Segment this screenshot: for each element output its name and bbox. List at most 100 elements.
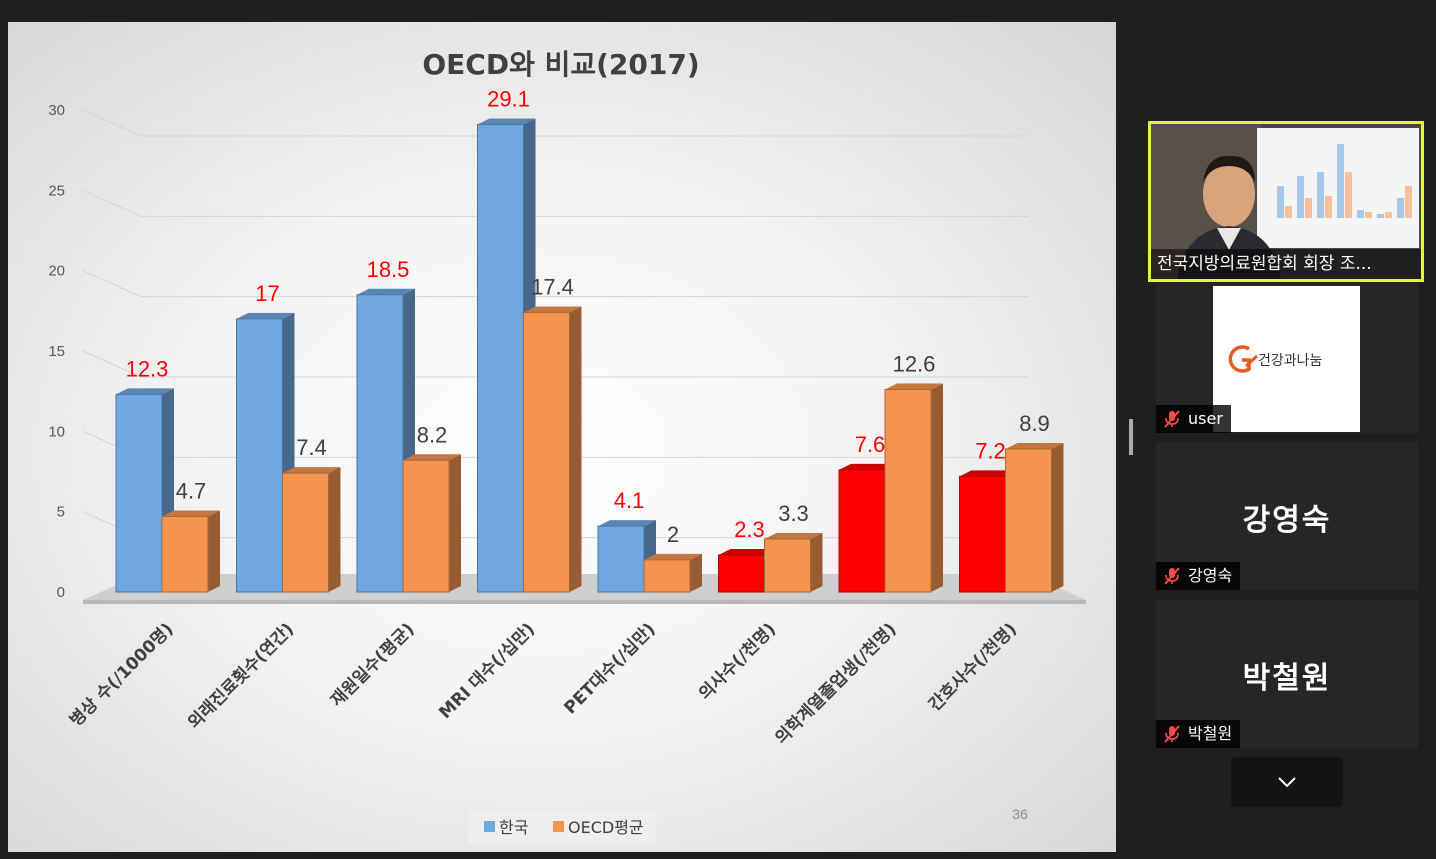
bar-oecd-top <box>403 454 461 461</box>
bar-oecd-side <box>569 306 582 592</box>
bar-korea <box>597 525 645 593</box>
bar-oecd <box>643 559 691 593</box>
gridline-diagonal <box>82 109 142 137</box>
data-label-korea: 7.2 <box>975 438 1006 463</box>
chart-floor-edge <box>83 600 1086 604</box>
bar-korea-top <box>236 312 295 319</box>
chart-legend: 한국 OECD평균 <box>468 811 656 843</box>
video-tile-park[interactable]: 박철원 박철원 <box>1156 600 1418 748</box>
bar-korea-top <box>839 463 897 470</box>
legend-label-korea: 한국 <box>499 818 528 837</box>
data-label-oecd: 17.4 <box>531 274 574 299</box>
data-label-korea: 12.3 <box>126 356 169 381</box>
bar-korea <box>959 475 1006 593</box>
data-label-korea: 29.1 <box>487 86 530 111</box>
y-tick-label: 25 <box>48 182 65 199</box>
data-label-korea: 7.6 <box>855 432 886 457</box>
participant-name: 강영숙 <box>1188 566 1233 585</box>
legend-swatch-oecd <box>553 821 564 832</box>
bar-oecd <box>161 515 209 593</box>
y-tick-label: 20 <box>48 263 65 280</box>
bar-korea <box>236 318 283 593</box>
data-label-korea: 4.1 <box>614 488 645 513</box>
bar-oecd-side <box>931 383 943 592</box>
data-label-oecd: 4.7 <box>176 478 207 503</box>
gridline-diagonal <box>82 189 142 217</box>
participant-display-name: 강영숙 <box>1242 503 1332 538</box>
participant-name: user <box>1188 409 1223 428</box>
bar-oecd-top <box>162 510 220 517</box>
speaker-name-label: 전국지방의료원합회 회장 조... <box>1151 249 1421 279</box>
bar-oecd <box>523 311 570 593</box>
category-label: 재원일수(평균) <box>327 619 418 710</box>
participant-display-name: 박철원 <box>1242 661 1332 696</box>
bar-oecd <box>282 472 329 593</box>
gridline-diagonal <box>82 350 142 378</box>
bar-oecd-side <box>690 553 702 592</box>
shared-screen-slide: OECD와 비교(2017) 0 5 10 15 20 25 30 12.3 4.7 병상 수(/… <box>8 22 1116 852</box>
bar-oecd-top <box>764 532 823 539</box>
panel-resize-handle[interactable] <box>1129 419 1133 455</box>
data-label-korea: 17 <box>255 281 279 306</box>
legend-label-oecd: OECD평균 <box>568 818 644 837</box>
bar-oecd-side <box>810 532 823 592</box>
bar-korea-top <box>357 288 415 295</box>
bar-korea-top <box>959 470 1018 477</box>
bar-korea <box>115 393 163 593</box>
bar-oecd <box>402 459 450 593</box>
bar-oecd-top <box>282 467 341 474</box>
mic-muted-icon <box>1164 725 1180 743</box>
category-label: 의사수(/천명) <box>695 619 780 704</box>
y-tick-label: 15 <box>48 343 65 360</box>
chart-title: OECD와 비교(2017) <box>422 48 699 81</box>
bar-oecd-side <box>328 467 341 592</box>
category-label: PET대수(/십만) <box>561 619 660 718</box>
bar-oecd-side <box>1051 443 1064 592</box>
bar-korea <box>838 469 886 593</box>
y-tick-label: 30 <box>48 102 65 119</box>
y-tick-label: 5 <box>57 504 65 521</box>
slide-page-number: 36 <box>1012 806 1028 822</box>
participant-name: 박철원 <box>1188 724 1233 743</box>
user-avatar: 건강과나눔 <box>1213 286 1360 432</box>
data-label-korea: 2.3 <box>734 517 765 542</box>
data-label-oecd: 3.3 <box>778 501 809 526</box>
bar-korea <box>477 123 524 593</box>
category-label: 병상 수(/1000명) <box>66 619 177 730</box>
bar-korea <box>356 294 404 593</box>
bar-korea-top <box>477 118 536 125</box>
mic-muted-icon <box>1164 410 1180 428</box>
data-label-oecd: 2 <box>667 522 679 547</box>
y-tick-label: 0 <box>57 584 65 601</box>
category-label: 외래진료횟수(연간) <box>184 619 298 733</box>
bar-oecd-side <box>208 510 220 592</box>
logo-text: 건강과나눔 <box>1258 353 1323 369</box>
data-label-oecd: 8.2 <box>417 422 448 447</box>
data-label-oecd: 7.4 <box>296 435 327 460</box>
chart: OECD와 비교(2017) 0 5 10 15 20 25 30 12.3 4.7 병상 수(/… <box>48 48 1086 843</box>
video-tile-kang[interactable]: 강영숙 강영숙 <box>1156 442 1418 590</box>
name-tag-park: 박철원 <box>1156 720 1241 748</box>
bar-oecd-side <box>449 454 461 592</box>
video-tile-speaker[interactable]: 전국지방의료원합회 회장 조... <box>1148 121 1424 282</box>
name-tag-kang: 강영숙 <box>1156 562 1241 590</box>
data-label-oecd: 12.6 <box>893 352 936 377</box>
bar-oecd <box>1005 448 1052 593</box>
legend-swatch-korea <box>484 821 495 832</box>
bar-oecd-top <box>523 306 582 313</box>
bar-oecd-top <box>885 383 943 390</box>
data-label-korea: 18.5 <box>367 257 410 282</box>
data-label-oecd: 8.9 <box>1019 411 1050 436</box>
video-tile-user[interactable]: 건강과나눔 user <box>1156 283 1418 433</box>
chevron-down-icon <box>1278 777 1296 788</box>
bar-korea-top <box>718 549 777 556</box>
bar-oecd <box>764 538 811 593</box>
category-label: 간호사수(/천명) <box>925 619 1021 715</box>
bar-oecd-top <box>644 553 702 560</box>
category-label: MRI 대수(/십만) <box>435 619 539 723</box>
show-more-participants-button[interactable] <box>1231 757 1343 807</box>
mic-muted-icon <box>1164 567 1180 585</box>
bar-oecd-top <box>1005 443 1064 450</box>
bar-korea-top <box>598 520 656 527</box>
name-tag-user: user <box>1156 405 1231 433</box>
